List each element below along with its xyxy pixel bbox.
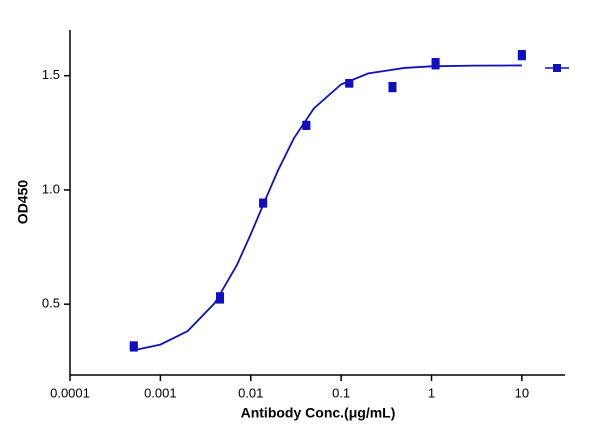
legend bbox=[545, 64, 569, 72]
x-tick-label: 0.1 bbox=[332, 385, 350, 400]
y-axis-label: OD450 bbox=[15, 180, 31, 225]
y-tick-label: 1.5 bbox=[42, 67, 60, 82]
data-point bbox=[388, 81, 397, 90]
y-tick-label: 1.0 bbox=[42, 181, 60, 196]
data-point bbox=[302, 120, 311, 129]
x-tick-label: 0.01 bbox=[238, 385, 263, 400]
data-point bbox=[431, 57, 440, 66]
y-tick-label: 0.5 bbox=[42, 296, 60, 311]
x-tick-label: 0.0001 bbox=[50, 385, 90, 400]
data-point bbox=[259, 198, 268, 207]
x-axis-label: Antibody Conc.(μg/mL) bbox=[241, 405, 396, 421]
x-tick-label: 10 bbox=[515, 385, 529, 400]
data-point bbox=[216, 292, 225, 301]
fit-curve bbox=[132, 64, 522, 352]
data-point bbox=[345, 79, 354, 88]
x-tick-label: 0.001 bbox=[144, 385, 177, 400]
legend-marker bbox=[553, 64, 561, 72]
data-point bbox=[129, 341, 138, 350]
x-tick-label: 1 bbox=[428, 385, 435, 400]
data-point bbox=[517, 49, 526, 58]
